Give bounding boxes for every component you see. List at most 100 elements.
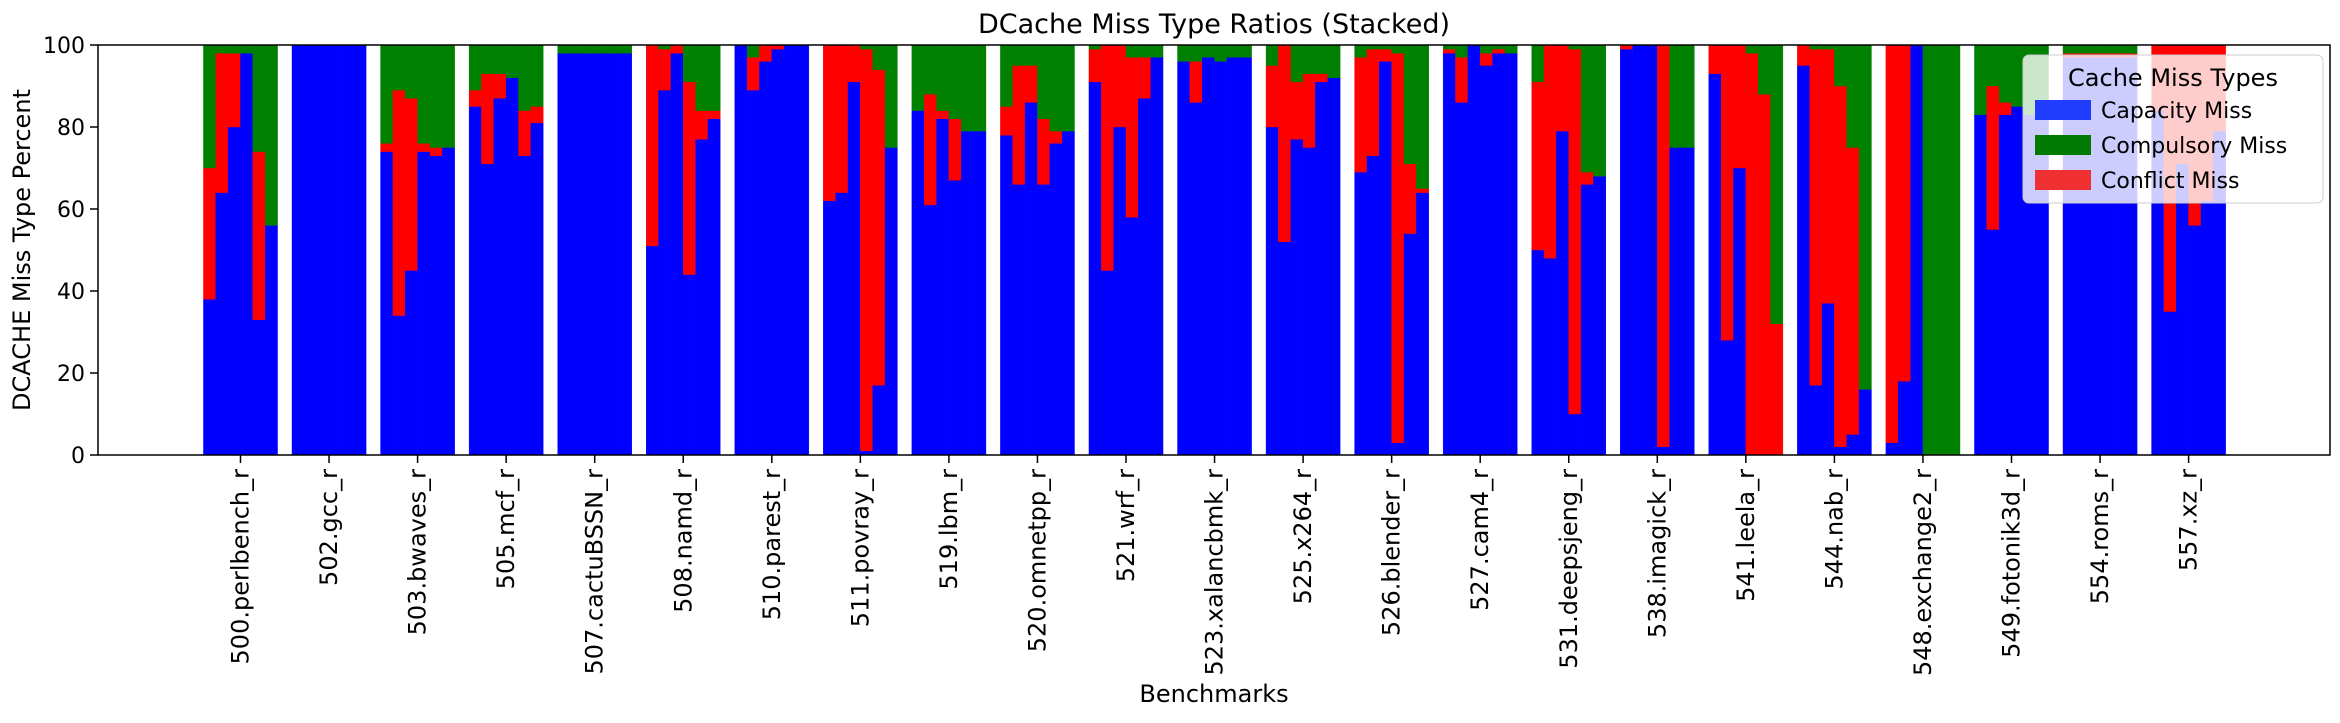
bar-group — [1620, 44, 1695, 456]
compulsory-miss-segment — [2062, 44, 2076, 54]
capacity-miss-segment — [1024, 102, 1038, 456]
capacity-miss-segment — [1681, 147, 1695, 456]
capacity-miss-segment — [1885, 442, 1899, 456]
conflict-miss-segment — [823, 44, 836, 202]
bar-group — [1885, 44, 1961, 456]
compulsory-miss-segment — [1024, 44, 1038, 66]
y-tick-label: 100 — [43, 34, 85, 59]
capacity-miss-segment — [670, 53, 684, 456]
legend-swatch — [2035, 135, 2091, 155]
conflict-miss-segment — [872, 69, 886, 386]
capacity-miss-segment — [1455, 102, 1469, 456]
capacity-miss-segment — [569, 53, 583, 456]
capacity-miss-segment — [1278, 241, 1291, 456]
capacity-miss-segment — [1403, 233, 1417, 456]
conflict-miss-segment — [1733, 44, 1747, 169]
compulsory-miss-segment — [518, 44, 532, 111]
compulsory-miss-segment — [1177, 44, 1191, 62]
capacity-miss-segment — [2176, 163, 2189, 456]
legend-items: Capacity Miss Compulsory Miss Conflict Mis… — [2035, 99, 2287, 194]
compulsory-miss-segment — [1834, 44, 1847, 87]
capacity-miss-segment — [468, 106, 482, 456]
capacity-miss-segment — [442, 147, 455, 456]
y-tick-label: 0 — [71, 444, 85, 469]
capacity-miss-segment — [392, 315, 406, 456]
capacity-miss-segment — [683, 274, 696, 456]
conflict-miss-segment — [1745, 53, 1759, 456]
capacity-miss-segment — [252, 319, 266, 456]
capacity-miss-segment — [1354, 171, 1368, 456]
capacity-miss-segment — [1150, 57, 1164, 456]
capacity-miss-segment — [707, 118, 721, 456]
conflict-miss-segment — [1278, 44, 1291, 243]
compulsory-miss-segment — [1669, 44, 1683, 148]
capacity-miss-segment — [328, 44, 342, 456]
conflict-miss-segment — [1834, 85, 1847, 447]
capacity-miss-segment — [1568, 413, 1582, 456]
capacity-miss-segment — [1265, 126, 1279, 456]
compulsory-miss-segment — [493, 44, 507, 74]
conflict-miss-segment — [683, 81, 696, 275]
compulsory-miss-segment — [481, 44, 495, 74]
capacity-miss-segment — [1593, 175, 1606, 456]
compulsory-miss-segment — [1681, 44, 1695, 148]
legend-title: Cache Miss Types — [2068, 64, 2278, 92]
conflict-miss-segment — [1189, 61, 1203, 103]
capacity-miss-segment — [291, 44, 305, 456]
capacity-miss-segment — [1012, 184, 1026, 456]
capacity-miss-segment — [2163, 311, 2177, 456]
compulsory-miss-segment — [911, 44, 925, 111]
conflict-miss-segment — [468, 89, 482, 107]
capacity-miss-segment — [240, 53, 254, 456]
conflict-miss-segment — [1302, 73, 1316, 148]
x-tick-label: 526.blender_r — [1378, 469, 1406, 636]
x-tick-label: 544.nab_r — [1820, 469, 1848, 590]
capacity-miss-segment — [1556, 130, 1569, 456]
x-tick-label: 503.bwaves_r — [404, 469, 432, 635]
capacity-miss-segment — [1088, 81, 1102, 456]
conflict-miss-segment — [1998, 102, 2012, 115]
capacity-miss-segment — [518, 155, 532, 456]
bar-group — [468, 44, 544, 456]
compulsory-miss-segment — [2011, 44, 2025, 107]
capacity-miss-segment — [796, 44, 810, 456]
capacity-miss-segment — [380, 151, 394, 456]
capacity-miss-segment — [1669, 147, 1683, 456]
capacity-miss-segment — [948, 180, 962, 456]
compulsory-miss-segment — [1037, 44, 1050, 120]
compulsory-miss-segment — [924, 44, 937, 95]
capacity-miss-segment — [2011, 106, 2025, 456]
capacity-miss-segment — [1327, 77, 1341, 456]
capacity-miss-segment — [1101, 270, 1114, 456]
capacity-miss-segment — [1858, 389, 1872, 456]
x-tick-label: 500.perlbench_r — [227, 469, 255, 665]
conflict-miss-segment — [835, 44, 849, 193]
capacity-miss-segment — [1037, 184, 1050, 456]
conflict-miss-segment — [847, 44, 861, 83]
x-tick-label: 505.mcf_r — [492, 469, 520, 589]
compulsory-miss-segment — [1846, 44, 1860, 148]
compulsory-miss-segment — [973, 44, 987, 132]
compulsory-miss-segment — [1593, 44, 1606, 177]
capacity-miss-segment — [2200, 200, 2214, 456]
capacity-miss-segment — [961, 130, 974, 456]
capacity-miss-segment — [265, 225, 278, 456]
conflict-miss-segment — [1125, 57, 1139, 218]
conflict-miss-segment — [1580, 171, 1594, 185]
capacity-miss-segment — [530, 122, 544, 456]
legend: Cache Miss Types Capacity Miss Compulsory… — [2022, 54, 2324, 204]
capacity-miss-segment — [1214, 61, 1228, 456]
conflict-miss-segment — [1391, 53, 1405, 443]
compulsory-miss-segment — [1403, 44, 1417, 165]
compulsory-miss-segment — [405, 44, 418, 99]
conflict-miss-segment — [392, 89, 406, 316]
x-tick-label: 521.wrf_r — [1112, 469, 1140, 582]
compulsory-miss-segment — [1189, 44, 1203, 62]
conflict-miss-segment — [1568, 48, 1582, 415]
legend-swatch — [2035, 170, 2091, 190]
capacity-miss-segment — [429, 155, 443, 456]
capacity-miss-segment — [847, 81, 861, 456]
capacity-miss-segment — [1708, 73, 1722, 456]
compulsory-miss-segment — [1315, 44, 1328, 74]
capacity-miss-segment — [481, 163, 495, 456]
